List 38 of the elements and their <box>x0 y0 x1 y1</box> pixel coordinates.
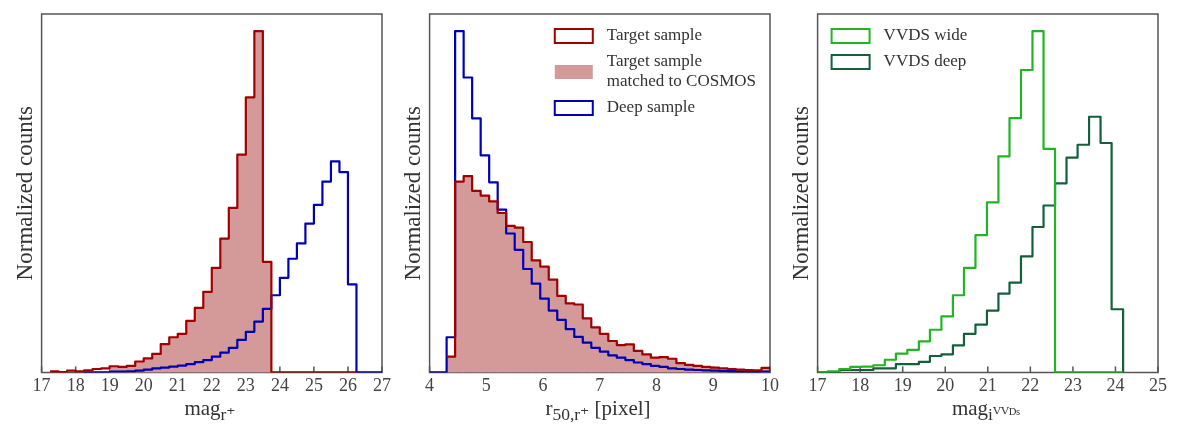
x-tick-label: 8 <box>652 374 662 395</box>
legend-label: Target sample matched to COSMOS <box>606 51 757 91</box>
y-axis-title: Normalized counts <box>11 105 37 281</box>
legend-label: VVDS deep <box>883 51 967 71</box>
legend-label: Target sample <box>606 25 703 45</box>
x-tick-label: 7 <box>595 374 605 395</box>
x-tick-label: 25 <box>1149 374 1167 395</box>
x-tick-label: 4 <box>425 374 435 395</box>
x-tick-label: 9 <box>708 374 718 395</box>
x-tick-label: 18 <box>66 374 85 395</box>
y-axis-title: Normalized counts <box>787 105 813 281</box>
x-tick-label: 24 <box>1106 374 1125 395</box>
x-tick-label: 23 <box>1063 374 1082 395</box>
x-tick-label: 6 <box>538 374 548 395</box>
x-tick-label: 22 <box>1021 374 1040 395</box>
x-tick-label: 21 <box>168 374 187 395</box>
x-axis-title: mag$_{r⁺}$ <box>183 396 237 426</box>
x-tick-label: 23 <box>236 374 255 395</box>
y-axis-title: Normalized counts <box>399 105 425 281</box>
x-axis-title: mag$_{iⱽⱽᴰˢ}$ <box>950 396 1022 426</box>
x-tick-label: 25 <box>304 374 323 395</box>
x-tick-label: 22 <box>202 374 221 395</box>
x-tick-label: 27 <box>373 374 391 395</box>
x-tick-label: 17 <box>32 374 51 395</box>
x-tick-label: 24 <box>270 374 289 395</box>
x-tick-label: 20 <box>134 374 153 395</box>
x-tick-label: 19 <box>893 374 912 395</box>
x-tick-label: 18 <box>851 374 870 395</box>
x-axis-title: r$_{50,r⁺}$ [pixel] <box>544 396 652 426</box>
legend-label: Deep sample <box>606 97 696 117</box>
legend-label: VVDS wide <box>883 25 968 45</box>
x-tick-label: 17 <box>808 374 827 395</box>
x-tick-label: 5 <box>481 374 491 395</box>
x-tick-label: 21 <box>978 374 997 395</box>
x-tick-label: 26 <box>338 374 357 395</box>
x-tick-label: 20 <box>936 374 955 395</box>
x-tick-label: 10 <box>761 374 779 395</box>
x-tick-label: 19 <box>100 374 119 395</box>
